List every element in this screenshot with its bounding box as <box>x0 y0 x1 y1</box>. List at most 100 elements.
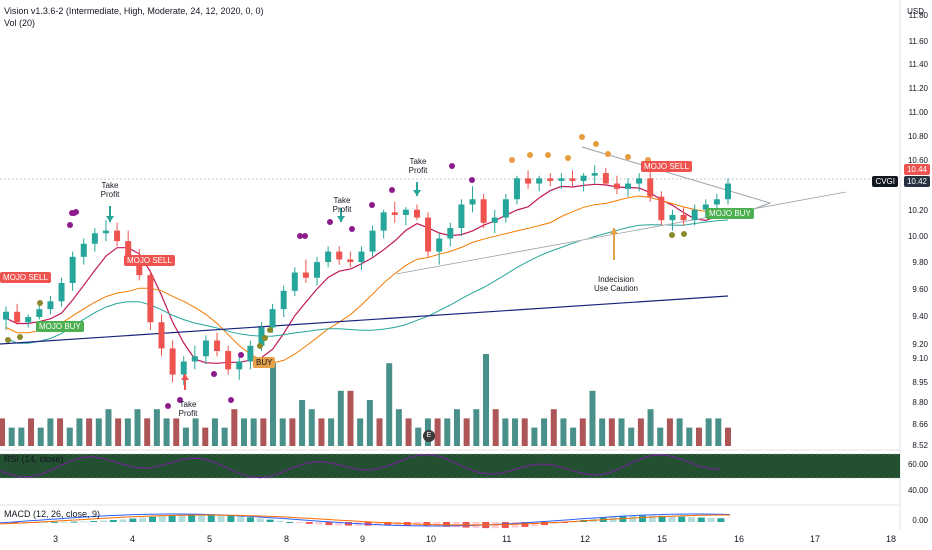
candle-body <box>191 356 198 362</box>
candle-body <box>480 199 487 223</box>
volume-bar <box>76 418 83 446</box>
time-tick-label: 16 <box>734 534 745 544</box>
volume-bar <box>270 363 277 446</box>
candle-body <box>491 217 498 223</box>
take-profit-annotation-2: Take Profit <box>330 196 354 214</box>
volume-bar <box>279 418 286 446</box>
time-tick-label: 11 <box>502 534 512 544</box>
trend-line-support-shadow <box>395 191 847 275</box>
candle-body <box>436 238 443 252</box>
macd-histogram-bar <box>60 521 68 523</box>
macd-histogram-bar <box>511 522 519 528</box>
macd-histogram-bar <box>688 517 695 522</box>
macd-indicator-label[interactable]: MACD (12, 26, close, 9) <box>4 509 101 519</box>
signal-dot <box>545 152 551 158</box>
mojo-buy-tag-2: MOJO BUY <box>706 208 754 219</box>
macd-histogram-bar <box>639 515 646 522</box>
candle-body <box>625 183 632 189</box>
ma-slow-line <box>5 219 729 344</box>
macd-histogram-bar <box>129 518 137 522</box>
time-tick-label: 17 <box>810 534 821 544</box>
volume-bar <box>492 409 499 446</box>
signal-dot <box>228 397 234 403</box>
price-tick-label: 9.10 <box>912 354 928 363</box>
price-tick-label: 11.20 <box>908 84 928 93</box>
rsi-tick-label: 60.00 <box>907 460 928 469</box>
macd-histogram-bar <box>286 521 294 523</box>
macd-histogram-bar <box>149 516 156 522</box>
candle-body <box>458 204 465 229</box>
price-tick-label: 11.80 <box>908 11 928 20</box>
volume-bar <box>579 418 586 446</box>
candle-body <box>91 233 98 244</box>
macd-histogram-bar <box>629 515 637 522</box>
macd-histogram-bar <box>11 522 19 523</box>
volume-bar <box>347 390 354 446</box>
candle-body <box>391 212 398 215</box>
signal-dot <box>669 232 675 238</box>
rsi-indicator-label[interactable]: RSI (14, close) <box>4 454 64 464</box>
volume-bar <box>134 409 141 446</box>
macd-histogram-bar <box>207 514 215 522</box>
signal-dot <box>469 177 475 183</box>
candle-body <box>202 340 209 357</box>
volume-bar <box>386 363 393 446</box>
volume-bar <box>695 427 702 446</box>
candle-body <box>236 361 243 370</box>
candle-body <box>258 327 265 346</box>
volume-bar <box>57 418 64 446</box>
macd-line <box>0 513 731 527</box>
macd-histogram-bar <box>707 517 715 522</box>
volume-bar <box>192 418 199 446</box>
signal-dot <box>369 202 375 208</box>
macd-signal-line <box>0 514 730 526</box>
vol-indicator-label[interactable]: Vol (20) <box>4 18 36 28</box>
macd-histogram-bar <box>521 522 529 527</box>
macd-histogram-bar <box>109 520 117 522</box>
volume-bar <box>705 418 712 446</box>
candle-body <box>347 259 354 263</box>
candle-body <box>536 178 543 184</box>
candle-body <box>36 309 43 317</box>
volume-bar <box>405 418 412 446</box>
signal-dot <box>327 219 333 225</box>
candle-body <box>336 251 343 260</box>
volume-bar <box>666 418 673 446</box>
signal-dot <box>297 233 303 239</box>
vision-indicator-label[interactable]: Vision v1.3.6-2 (Intermediate, High, Mod… <box>4 6 264 16</box>
signal-dot <box>389 187 395 193</box>
volume-bar <box>512 418 519 446</box>
signal-dot <box>605 151 611 157</box>
candle-body <box>14 311 21 323</box>
price-tick-label: 9.20 <box>912 340 928 349</box>
decision-arrow-head <box>610 228 618 234</box>
take-profit-text-3: Take Profit <box>408 157 428 175</box>
candle-body <box>613 183 620 189</box>
candle-body <box>80 243 87 257</box>
macd-histogram-bar <box>227 515 235 522</box>
volume-bar <box>376 418 383 446</box>
volume-bar <box>715 418 722 446</box>
macd-histogram-bar <box>541 522 548 526</box>
signal-dot <box>625 154 631 160</box>
macd-histogram-bar <box>560 522 568 523</box>
time-tick-label: 15 <box>657 534 668 544</box>
macd-histogram-bar <box>80 521 88 523</box>
volume-bar <box>589 390 596 446</box>
earnings-marker[interactable]: E <box>423 430 435 442</box>
volume-bar <box>599 418 606 446</box>
volume-bar <box>28 418 35 446</box>
volume-bar <box>483 354 489 446</box>
signal-dot <box>73 209 79 215</box>
volume-bar <box>124 418 131 446</box>
candle-body <box>525 178 532 184</box>
price-tick-label: 10.80 <box>907 132 928 141</box>
volume-bar <box>444 418 451 446</box>
macd-histogram-bar <box>531 522 539 527</box>
volume-bar <box>202 427 209 446</box>
volume-bar <box>18 427 25 446</box>
price-tick-label: 9.40 <box>912 312 928 321</box>
macd-histogram-bar <box>139 517 147 522</box>
macd-histogram-bar <box>658 515 666 522</box>
